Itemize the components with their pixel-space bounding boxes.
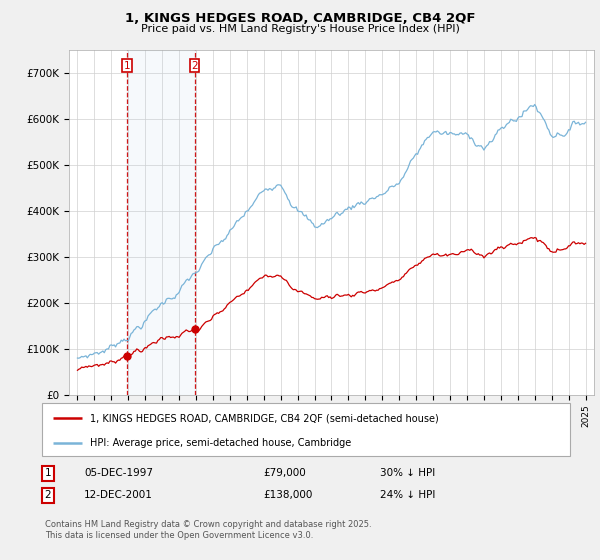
Text: Contains HM Land Registry data © Crown copyright and database right 2025.
This d: Contains HM Land Registry data © Crown c… xyxy=(44,520,371,540)
Text: £79,000: £79,000 xyxy=(264,468,307,478)
Text: 2: 2 xyxy=(191,60,198,71)
Text: Price paid vs. HM Land Registry's House Price Index (HPI): Price paid vs. HM Land Registry's House … xyxy=(140,24,460,34)
Text: 1: 1 xyxy=(124,60,130,71)
Text: HPI: Average price, semi-detached house, Cambridge: HPI: Average price, semi-detached house,… xyxy=(89,438,351,448)
Text: 1, KINGS HEDGES ROAD, CAMBRIDGE, CB4 2QF (semi-detached house): 1, KINGS HEDGES ROAD, CAMBRIDGE, CB4 2QF… xyxy=(89,413,438,423)
Bar xyxy=(127,50,194,395)
Text: 1: 1 xyxy=(44,468,51,478)
Text: 12-DEC-2001: 12-DEC-2001 xyxy=(84,490,153,500)
Text: 1, KINGS HEDGES ROAD, CAMBRIDGE, CB4 2QF: 1, KINGS HEDGES ROAD, CAMBRIDGE, CB4 2QF xyxy=(125,12,475,25)
Text: 30% ↓ HPI: 30% ↓ HPI xyxy=(380,468,435,478)
Text: 05-DEC-1997: 05-DEC-1997 xyxy=(84,468,153,478)
Text: 24% ↓ HPI: 24% ↓ HPI xyxy=(380,490,435,500)
Text: £138,000: £138,000 xyxy=(264,490,313,500)
Text: 2: 2 xyxy=(44,490,51,500)
